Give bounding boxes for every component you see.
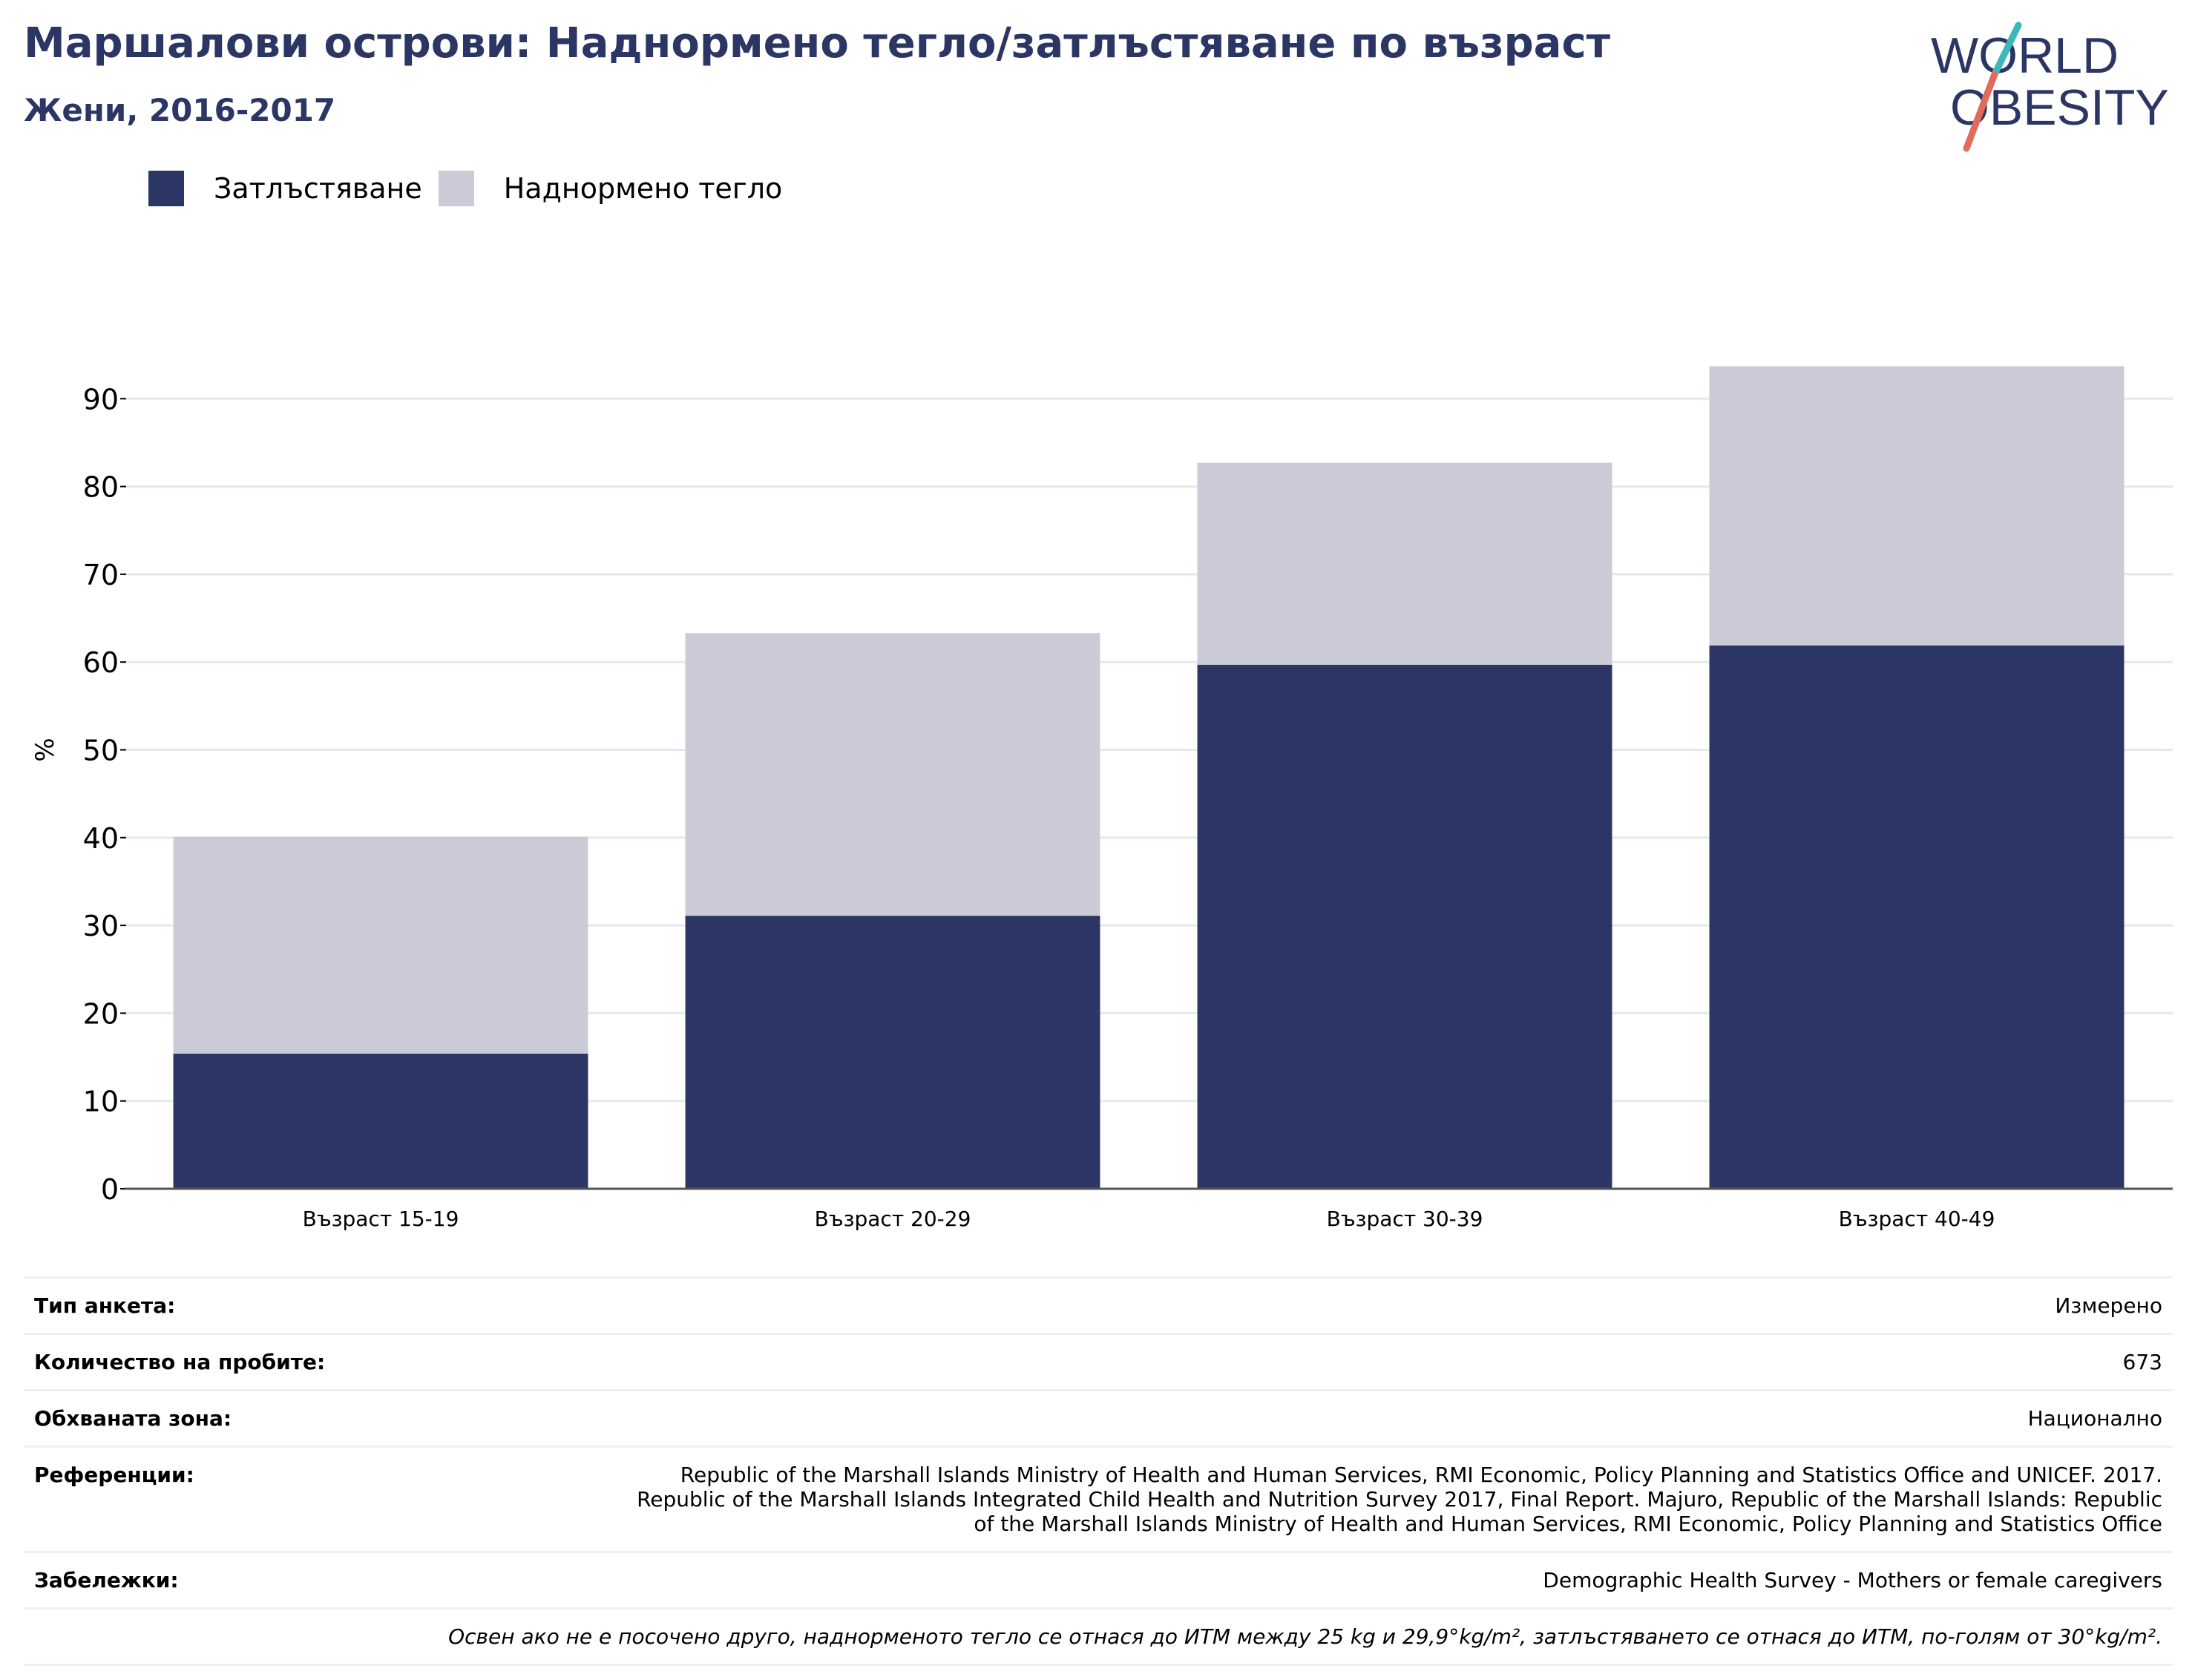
x-tick-label-2: Възраст 30-39 [1327,1207,1483,1231]
info-label-survey-type: Тип анкета: [34,1293,176,1318]
logo-slash-red [1963,70,1998,152]
y-tick-label-20: 20 [83,997,119,1030]
bar-chart: 0 10 20 30 40 50 60 70 80 90% Възраст 15-19 Възраст… [30,366,2173,1231]
y-tick-label-60: 60 [83,646,119,679]
y-tick-label-40: 40 [83,822,119,855]
info-row-sample-size: Количество на пробите: 673 [24,1333,2173,1389]
legend-label-obesity: Затлъстяване [214,172,422,205]
logo-slash-teal [1991,22,2022,78]
info-label-area: Обхваната зона: [34,1406,232,1431]
info-value-area: Национално [2027,1406,2162,1431]
legend-swatch-overweight [438,171,474,206]
info-row-survey-type: Тип анкета: Измерено [24,1276,2173,1333]
x-tick-label-3: Възраст 40-49 [1839,1207,1995,1231]
info-label-sample-size: Количество на пробите: [34,1350,326,1375]
bar-overweight-2 [1197,462,1612,665]
info-row-references: Референции: Republic of the Marshall Isl… [24,1446,2173,1551]
survey-info-table: Тип анкета: Измерено Количество на проби… [24,1276,2173,1667]
bmi-definition-note: Освен ако не е посочено друго, наднормен… [24,1607,2173,1667]
bar-overweight-1 [685,633,1100,916]
bar-obesity-1 [685,916,1100,1189]
y-tick-label-90: 90 [83,383,119,416]
info-value-sample-size: 673 [2122,1350,2162,1375]
bar-overweight-0 [173,836,588,1054]
legend-item-obesity[interactable]: Затлъстяване [148,171,422,206]
info-label-references: Референции: [34,1463,194,1488]
world-obesity-logo: WORLD OBESITY [1931,22,2169,152]
legend-swatch-obesity [148,171,184,206]
info-row-area: Обхваната зона: Национално [24,1389,2173,1446]
bar-obesity-3 [1709,645,2125,1189]
legend-item-overweight[interactable]: Наднормено тегло [438,171,783,206]
legend-label-overweight: Наднормено тегло [503,172,783,205]
y-tick-label-80: 80 [83,471,119,504]
chart-subtitle: Жени, 2016-2017 [24,92,336,128]
y-tick-label-50: 50 [83,735,119,767]
x-tick-label-0: Възраст 15-19 [303,1207,459,1231]
info-value-references: Republic of the Marshall Islands Ministr… [637,1463,2162,1537]
bar-overweight-3 [1709,366,2125,646]
info-value-notes: Demographic Health Survey - Mothers or f… [1543,1568,2162,1593]
legend: Затлъстяване Наднормено тегло [148,171,798,206]
y-tick-label-70: 70 [83,559,119,591]
chart-title: Маршалови острови: Наднормено тегло/затл… [24,19,1611,68]
bar-obesity-2 [1197,664,1612,1189]
y-axis-label: % [30,738,60,761]
x-tick-label-1: Възраст 20-29 [815,1207,971,1231]
y-tick-label-30: 30 [83,910,119,942]
info-row-notes: Забележки: Demographic Health Survey - M… [24,1551,2173,1607]
y-tick-label-0: 0 [101,1173,119,1206]
info-value-survey-type: Измерено [2055,1293,2162,1318]
logo-text-world: WORLD [1931,27,2119,84]
y-tick-label-10: 10 [83,1086,119,1118]
bar-obesity-0 [173,1053,588,1189]
info-label-notes: Забележки: [34,1568,179,1593]
